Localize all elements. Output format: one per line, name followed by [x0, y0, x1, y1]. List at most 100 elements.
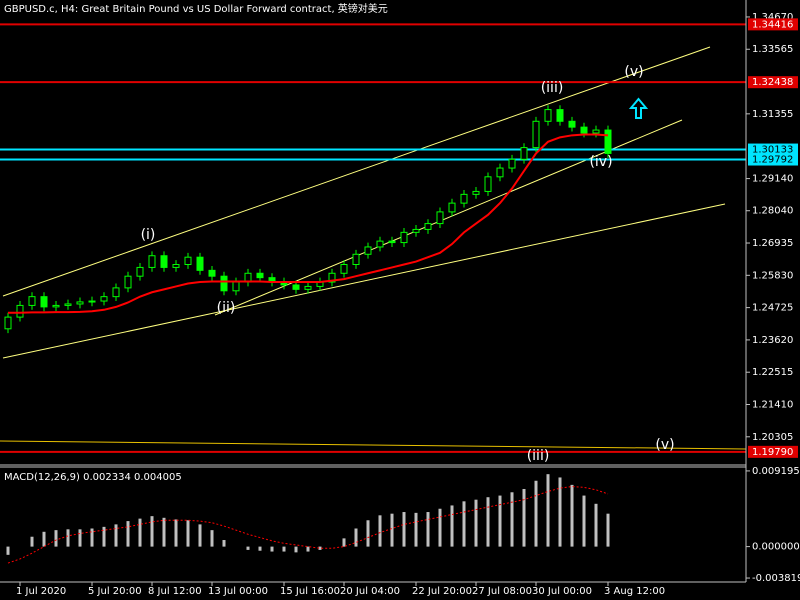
- macd-bar: [270, 546, 274, 552]
- macd-bar: [582, 495, 586, 547]
- candle-body: [208, 269, 216, 277]
- macd-bar: [366, 520, 370, 547]
- macd-bar: [606, 513, 610, 547]
- y-tick-label: 1.34670: [752, 12, 793, 23]
- candle-body: [112, 287, 120, 298]
- level-label-box: [748, 445, 798, 458]
- x-tick-label: 15 Jul 16:00: [280, 586, 340, 597]
- y-tick-label: 1.28040: [752, 206, 793, 217]
- macd-bar: [402, 512, 406, 547]
- candle-body: [532, 120, 540, 149]
- macd-bar: [498, 495, 502, 547]
- wave-label: (v): [655, 437, 674, 453]
- macd-bar: [138, 518, 142, 547]
- macd-bar: [546, 474, 550, 547]
- y-tick-label: 1.33565: [752, 44, 793, 55]
- candle-body: [64, 303, 72, 306]
- candle-body: [556, 109, 564, 122]
- macd-bar: [102, 526, 106, 547]
- candle-body: [424, 223, 432, 230]
- candle-body: [340, 264, 348, 274]
- trend-line: [0, 440, 747, 450]
- macd-bar: [450, 505, 454, 547]
- y-tick-label: 1.29140: [752, 174, 793, 185]
- candle-body: [352, 253, 360, 266]
- candle-body: [40, 296, 48, 308]
- x-tick-label: 30 Jul 00:00: [532, 586, 592, 597]
- chart-title: GBPUSD.c, H4: Great Britain Pound vs US …: [4, 2, 388, 15]
- macd-bar: [54, 530, 58, 547]
- macd-bar: [474, 499, 478, 547]
- candle-body: [76, 301, 84, 305]
- candle-body: [328, 272, 336, 283]
- candle-body: [592, 129, 600, 134]
- candle-body: [196, 256, 204, 271]
- macd-bar: [258, 546, 262, 551]
- level-label: 1.30133: [752, 145, 793, 156]
- macd-signal: [7, 486, 609, 564]
- macd-bar: [30, 536, 34, 547]
- x-tick-label: 5 Jul 20:00: [88, 586, 142, 597]
- price-panel: [0, 46, 747, 450]
- candle-body: [412, 228, 420, 233]
- macd-bar: [150, 516, 154, 547]
- wave-label: (i): [141, 227, 156, 243]
- candle-body: [4, 316, 12, 330]
- macd-bar: [438, 508, 442, 547]
- macd-bar: [174, 519, 178, 547]
- x-tick-label: 27 Jul 08:00: [472, 586, 532, 597]
- macd-bar: [390, 513, 394, 547]
- wave-label: (iv): [589, 154, 612, 170]
- candle-body: [400, 231, 408, 244]
- candle-body: [52, 304, 60, 308]
- macd-bar: [594, 503, 598, 547]
- y-tick-label: 1.22515: [752, 367, 793, 378]
- candle-body: [88, 300, 96, 303]
- macd-bar: [294, 546, 298, 553]
- level-label-box: [748, 18, 798, 31]
- x-tick-label: 3 Aug 12:00: [604, 586, 665, 597]
- candle-body: [304, 285, 312, 290]
- y-tick-label: 1.25830: [752, 270, 793, 281]
- macd-bar: [114, 524, 118, 547]
- trend-line: [2, 203, 726, 359]
- level-label: 1.29792: [752, 155, 793, 166]
- candle-body: [148, 255, 156, 268]
- up-arrow: [628, 97, 649, 119]
- x-tick-label: 8 Jul 12:00: [148, 586, 202, 597]
- candle-body: [160, 255, 168, 268]
- macd-bar: [198, 524, 202, 547]
- candle-body: [376, 240, 384, 248]
- macd-title: MACD(12,26,9) 0.002334 0.004005: [4, 472, 182, 483]
- macd-bar: [66, 529, 70, 547]
- candle-body: [100, 296, 108, 302]
- macd-bar: [342, 538, 346, 547]
- macd-bar: [354, 528, 358, 547]
- y-tick-label: 1.24725: [752, 303, 793, 314]
- macd-tick-label: 0.000000: [752, 542, 800, 553]
- candle-body: [568, 120, 576, 128]
- macd-bar: [186, 520, 190, 547]
- level-label-box: [748, 76, 798, 89]
- level-label: 1.34416: [752, 19, 793, 30]
- macd-bar: [522, 488, 526, 547]
- macd-tick-label: -0.003819: [752, 573, 800, 584]
- candle-body: [520, 147, 528, 160]
- candle-body: [604, 129, 612, 154]
- macd-bar: [90, 528, 94, 547]
- candle-body: [484, 176, 492, 192]
- level-label: 1.32438: [752, 77, 793, 88]
- y-tick-label: 1.21410: [752, 400, 793, 411]
- macd-bar: [42, 531, 46, 547]
- candle-body: [472, 190, 480, 195]
- candle-body: [508, 158, 516, 169]
- candle-body: [256, 272, 264, 279]
- wave-label: (ii): [217, 300, 236, 316]
- macd-bar: [558, 477, 562, 547]
- candle-body: [544, 109, 552, 122]
- trend-line: [2, 46, 711, 297]
- candle-body: [292, 284, 300, 290]
- candle-body: [436, 211, 444, 225]
